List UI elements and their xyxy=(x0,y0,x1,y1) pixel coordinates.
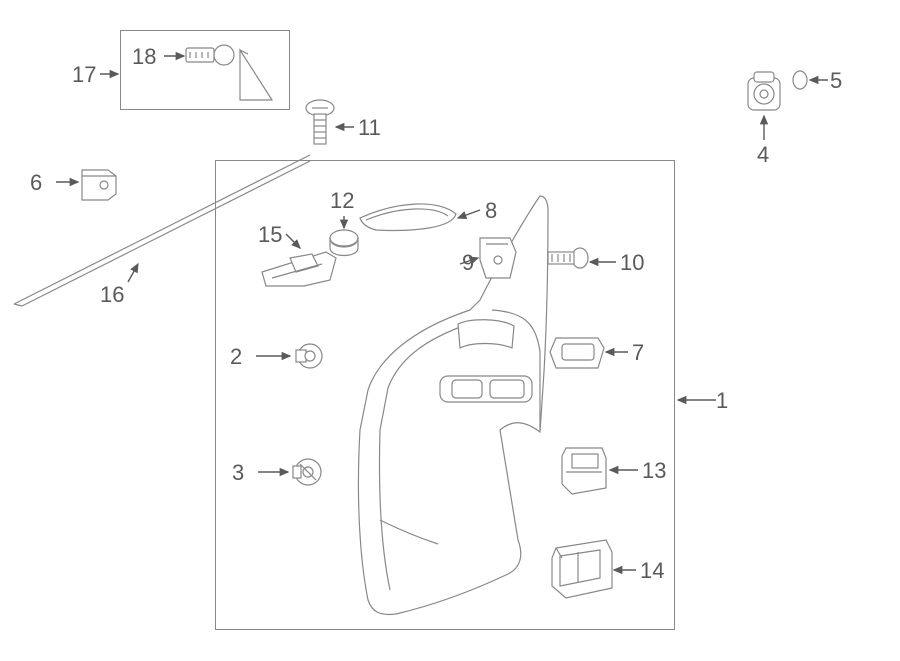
callout-7: 7 xyxy=(632,340,644,366)
callout-2: 2 xyxy=(230,344,242,370)
part-5-ring xyxy=(793,71,807,89)
part-4-knob xyxy=(748,72,780,110)
callout-13: 13 xyxy=(642,458,666,484)
assembly-box-17 xyxy=(120,30,290,110)
callout-8: 8 xyxy=(485,198,497,224)
callout-14: 14 xyxy=(640,558,664,584)
assembly-box-1 xyxy=(215,160,675,630)
part-6-bracket xyxy=(82,170,116,200)
callout-6: 6 xyxy=(30,170,42,196)
part-11-screw xyxy=(306,100,334,144)
callout-5: 5 xyxy=(830,68,842,94)
callout-11: 11 xyxy=(358,115,381,141)
callout-15: 15 xyxy=(258,222,282,248)
callout-17: 17 xyxy=(72,62,96,88)
callout-12: 12 xyxy=(330,188,354,214)
callout-1: 1 xyxy=(716,388,728,414)
callout-3: 3 xyxy=(232,460,244,486)
callout-9: 9 xyxy=(462,250,474,276)
callout-18: 18 xyxy=(132,44,156,70)
callout-4: 4 xyxy=(757,142,769,168)
diagram-canvas: 1 2 3 4 5 6 7 8 9 10 11 12 13 14 15 16 1… xyxy=(0,0,900,661)
callout-16: 16 xyxy=(100,282,124,308)
callout-10: 10 xyxy=(620,250,644,276)
